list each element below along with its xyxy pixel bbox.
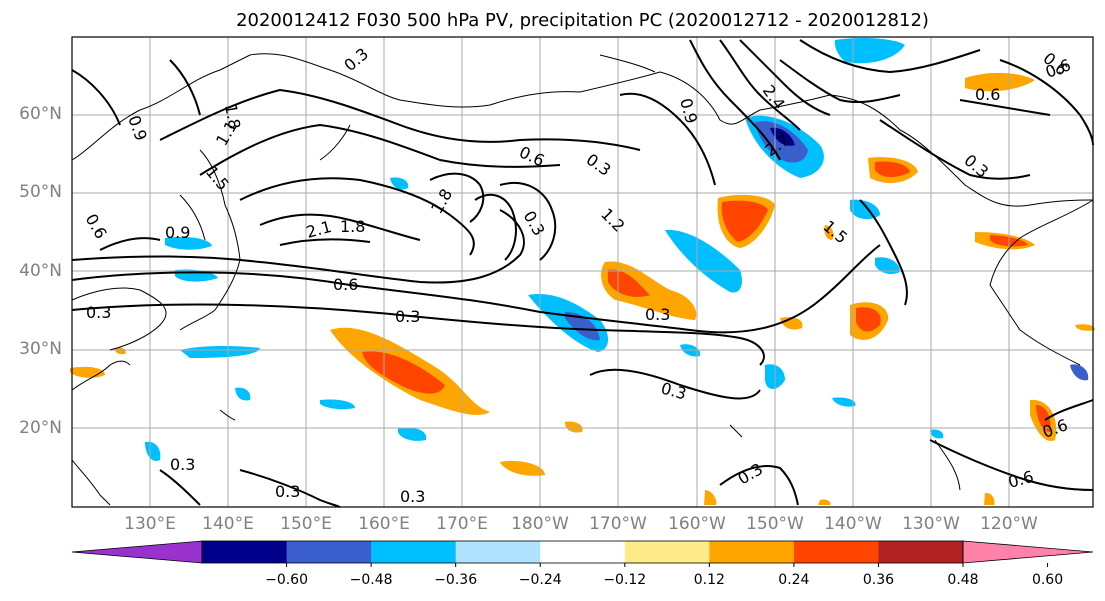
colorbar-tick-label: −0.48 — [349, 572, 393, 588]
colorbar-tick-label: 0.12 — [693, 572, 725, 588]
colorbar-tick-label: 0.36 — [862, 572, 895, 588]
colorbar-swatches — [71, 540, 1094, 564]
lat-label: 30°N — [19, 339, 62, 359]
lon-label: 130°E — [124, 514, 176, 534]
colorbar-tick-label: −0.36 — [434, 572, 478, 588]
contour-label: 0.3 — [395, 307, 420, 326]
contour-label: 0.3 — [275, 482, 300, 501]
contour-label: 0.3 — [400, 487, 425, 506]
lon-label: 120°W — [980, 514, 1038, 534]
lon-label: 170°W — [589, 514, 647, 534]
colorbar-swatch — [540, 541, 626, 563]
colorbar-swatch — [286, 541, 372, 563]
lon-label: 160°E — [358, 514, 410, 534]
lon-label: 150°E — [280, 514, 332, 534]
map-gridlines — [72, 37, 1093, 507]
colorbar-ticks — [286, 563, 1049, 567]
colorbar-extend-high — [962, 540, 1094, 564]
lat-label: 60°N — [19, 104, 62, 124]
lon-label: 170°E — [436, 514, 488, 534]
colorbar-swatch — [878, 541, 964, 563]
colorbar-tick-label: 0.60 — [1031, 572, 1064, 588]
lon-label: 140°W — [824, 514, 882, 534]
lat-label: 20°N — [19, 418, 62, 438]
lon-label: 130°W — [902, 514, 960, 534]
lon-label: 150°W — [746, 514, 804, 534]
colorbar-swatch — [455, 541, 541, 563]
colorbar-swatch — [624, 541, 710, 563]
colorbar-tick-label: −0.60 — [265, 572, 308, 588]
colorbar-outline — [201, 540, 964, 564]
chart-title: 2020012412 F030 500 hPa PV, precipitatio… — [236, 10, 929, 31]
contour-label: 1.8 — [340, 217, 365, 236]
contour-label: 0.6 — [333, 275, 358, 294]
pv-contours — [71, 39, 1094, 508]
colorbar-swatch — [793, 541, 879, 563]
lat-label: 40°N — [19, 261, 62, 281]
map-frame — [71, 36, 1094, 508]
lon-label: 140°E — [202, 514, 254, 534]
lon-label: 180°W — [511, 514, 569, 534]
contour-label: 0.9 — [165, 223, 190, 242]
contour-label: 0.3 — [86, 303, 111, 322]
colorbar-swatch — [202, 541, 288, 563]
colorbar-tick-label: −0.24 — [518, 572, 562, 588]
colorbar-tick-label: 0.48 — [947, 572, 979, 588]
contour-label: 0.3 — [170, 455, 195, 474]
colorbar-tick-label: 0.24 — [778, 572, 810, 588]
colorbar-swatch — [371, 541, 457, 563]
colorbar-swatch — [709, 541, 795, 563]
contour-label: 1.8 — [221, 102, 244, 130]
colorbar-tick-label: −0.12 — [603, 572, 647, 588]
contour-label: 0.3 — [645, 305, 670, 324]
lon-label: 160°W — [668, 514, 726, 534]
lat-label: 50°N — [19, 182, 62, 202]
colorbar-extend-low — [71, 540, 203, 564]
contour-label: 0.6 — [975, 85, 1000, 104]
